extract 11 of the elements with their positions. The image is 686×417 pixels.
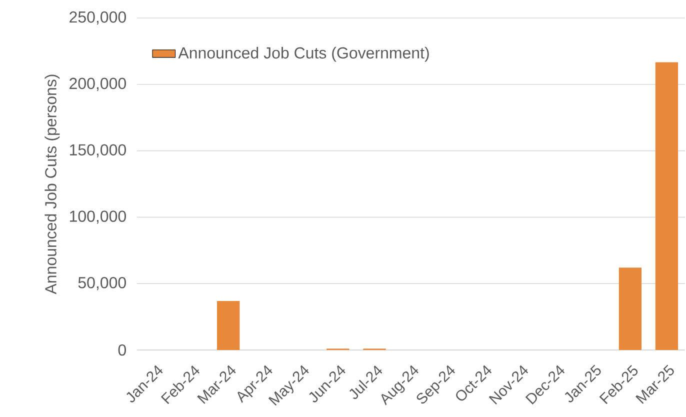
- y-tick-label: 0: [118, 344, 126, 356]
- y-axis-title: Announced Job Cuts (persons): [44, 74, 60, 294]
- y-tick-label: 100,000: [70, 210, 126, 224]
- legend-label: Announced Job Cuts (Government): [178, 46, 429, 62]
- y-tick-label: 50,000: [78, 276, 126, 290]
- y-tick-label: 250,000: [70, 11, 126, 25]
- bar: [655, 62, 678, 350]
- bar: [217, 300, 240, 350]
- y-tick-label: 200,000: [70, 78, 126, 92]
- y-tick-label: 150,000: [70, 144, 126, 158]
- bar: [618, 268, 642, 350]
